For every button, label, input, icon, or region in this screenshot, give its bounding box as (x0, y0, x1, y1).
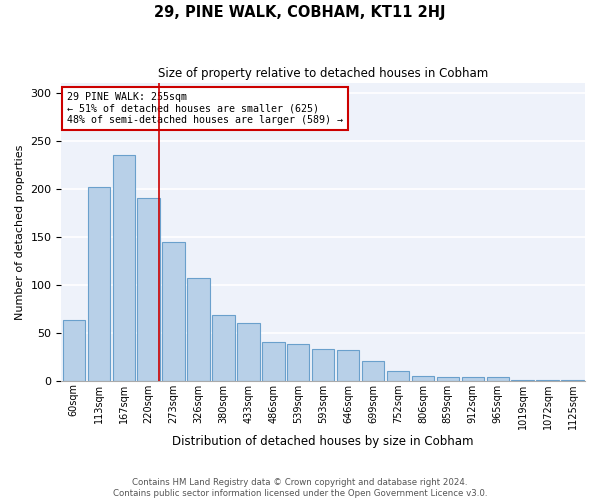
Y-axis label: Number of detached properties: Number of detached properties (15, 144, 25, 320)
Title: Size of property relative to detached houses in Cobham: Size of property relative to detached ho… (158, 68, 488, 80)
Bar (163, 242, 185, 380)
Bar (212, 316, 235, 380)
Bar (88, 186, 110, 380)
Bar (62, 320, 85, 380)
Bar (312, 349, 334, 380)
Text: 29 PINE WALK: 255sqm
← 51% of detached houses are smaller (625)
48% of semi-deta: 29 PINE WALK: 255sqm ← 51% of detached h… (67, 92, 343, 125)
Bar (262, 342, 284, 380)
Bar (337, 350, 359, 380)
Bar (113, 155, 135, 380)
X-axis label: Distribution of detached houses by size in Cobham: Distribution of detached houses by size … (172, 434, 474, 448)
Bar (387, 371, 409, 380)
Bar (412, 376, 434, 380)
Bar (287, 344, 310, 381)
Bar (487, 377, 509, 380)
Bar (437, 377, 459, 380)
Text: Contains HM Land Registry data © Crown copyright and database right 2024.
Contai: Contains HM Land Registry data © Crown c… (113, 478, 487, 498)
Bar (187, 278, 210, 380)
Bar (237, 323, 260, 380)
Bar (362, 362, 384, 380)
Bar (461, 377, 484, 380)
Text: 29, PINE WALK, COBHAM, KT11 2HJ: 29, PINE WALK, COBHAM, KT11 2HJ (154, 5, 446, 20)
Bar (137, 198, 160, 380)
